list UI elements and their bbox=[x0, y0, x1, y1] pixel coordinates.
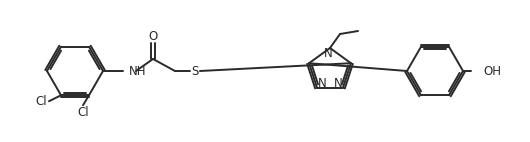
Text: Cl: Cl bbox=[77, 106, 89, 119]
Text: S: S bbox=[191, 64, 199, 78]
Text: N: N bbox=[333, 77, 342, 90]
Text: OH: OH bbox=[483, 64, 501, 78]
Text: Cl: Cl bbox=[35, 95, 47, 108]
Text: N: N bbox=[317, 77, 326, 90]
Text: N: N bbox=[324, 46, 332, 59]
Text: NH: NH bbox=[129, 64, 146, 78]
Text: O: O bbox=[148, 30, 157, 42]
